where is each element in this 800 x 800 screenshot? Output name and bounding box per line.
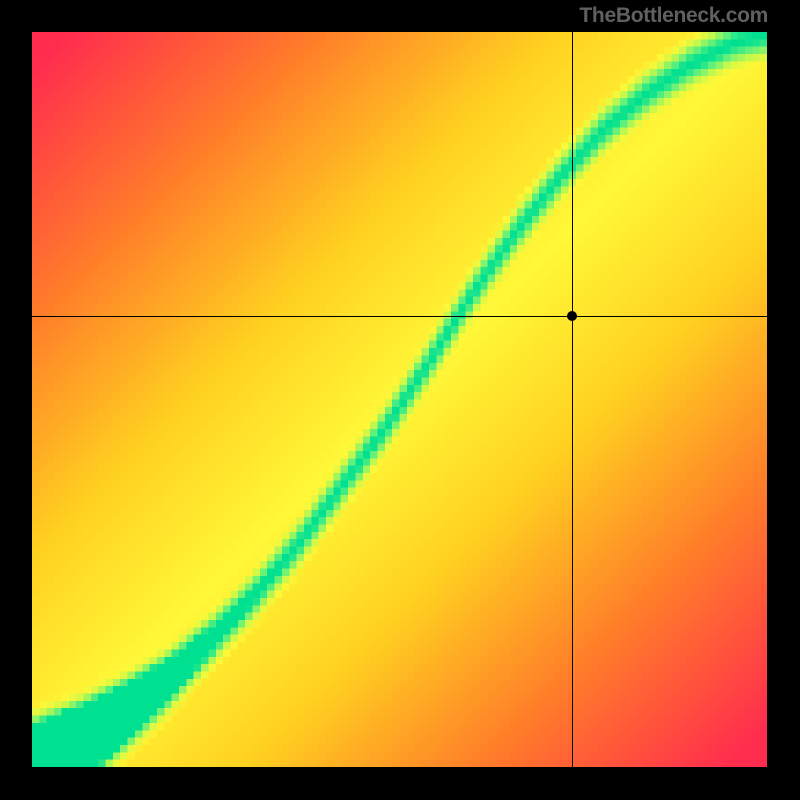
watermark-text: TheBottleneck.com — [579, 4, 768, 28]
heatmap-canvas — [32, 32, 767, 767]
crosshair-marker — [567, 311, 577, 321]
heatmap-plot — [32, 32, 767, 767]
crosshair-horizontal — [32, 316, 767, 317]
crosshair-vertical — [572, 32, 573, 767]
